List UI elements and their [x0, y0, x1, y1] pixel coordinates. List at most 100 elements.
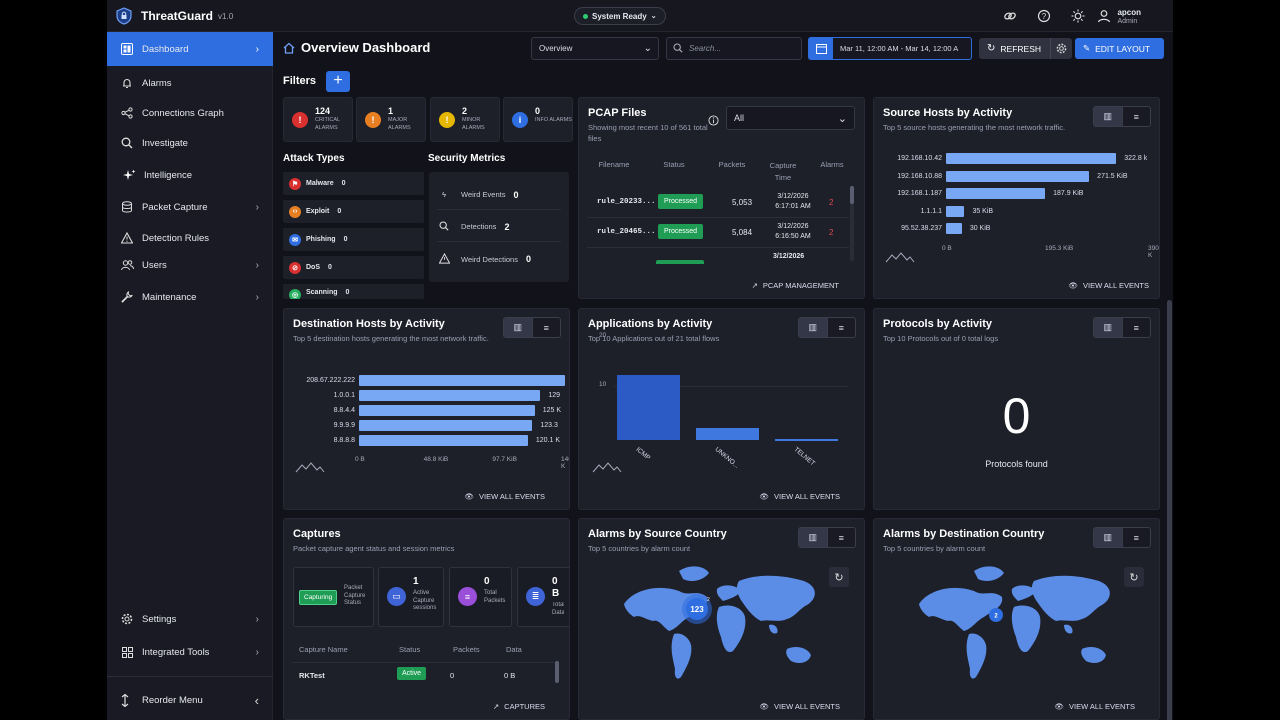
- sidebar-item-detection-rules[interactable]: Detection Rules: [107, 221, 273, 255]
- sidebar-item-investigate[interactable]: Investigate: [107, 126, 273, 160]
- total-data-box: ≣ 0 B Total Data: [517, 567, 569, 627]
- refresh-button[interactable]: ↻ REFRESH: [979, 38, 1072, 59]
- chart-table-toggle[interactable]: ▥ ≡: [1093, 527, 1151, 548]
- table-row[interactable]: 3/12/2026: [587, 248, 849, 264]
- alarms-destination-country-card: Alarms by Destination Country Top 5 coun…: [873, 518, 1160, 720]
- view-all-events-link[interactable]: 👁 VIEW ALL EVENTS: [759, 492, 840, 501]
- table-list-icon[interactable]: ≡: [1133, 111, 1139, 122]
- chart-table-toggle[interactable]: ▥ ≡: [503, 317, 561, 338]
- attack-type-dos[interactable]: ⊘ DoS 0: [283, 256, 424, 279]
- info-alarms-card[interactable]: i 0 INFO ALARMS: [503, 97, 573, 142]
- reorder-menu-button[interactable]: Reorder Menu ‹: [107, 683, 273, 717]
- map-refresh-icon[interactable]: ↻: [829, 567, 849, 587]
- pcap-management-link[interactable]: ↗ PCAP MANAGEMENT: [752, 281, 839, 290]
- help-icon[interactable]: ?: [1027, 9, 1061, 23]
- pcap-filename[interactable]: rule_20465...: [597, 228, 656, 236]
- metric-value: 0: [525, 254, 531, 264]
- sidebar-item-dashboard[interactable]: Dashboard ›: [107, 32, 273, 66]
- minor-alarms-card[interactable]: ! 2 MINOR ALARMS: [430, 97, 500, 142]
- sidebar-item-maintenance[interactable]: Maintenance ›: [107, 280, 273, 314]
- bar-chart-icon[interactable]: ▥: [1094, 318, 1123, 337]
- bar: [359, 390, 541, 401]
- table-list-icon[interactable]: ≡: [838, 532, 844, 543]
- sidebar-item-integrated-tools[interactable]: Integrated Tools ›: [107, 635, 273, 669]
- table-list-icon[interactable]: ≡: [1133, 322, 1139, 333]
- capture-name[interactable]: RKTest: [299, 671, 325, 680]
- table-scrollbar[interactable]: [555, 661, 559, 683]
- view-all-events-link[interactable]: 👁 VIEW ALL EVENTS: [1054, 702, 1135, 711]
- capture-metric-label: Total Data: [552, 602, 564, 616]
- attack-type-scanning[interactable]: ◎ Scanning 0: [283, 284, 424, 299]
- bar-chart-icon[interactable]: ▥: [799, 318, 828, 337]
- link-icon[interactable]: [993, 9, 1027, 23]
- metric-detections[interactable]: Detections 2: [437, 212, 561, 242]
- alarm-cluster-marker[interactable]: [989, 608, 1003, 622]
- sidebar-item-alarms[interactable]: Alarms: [107, 66, 273, 100]
- add-filter-button[interactable]: +: [326, 71, 350, 92]
- captures-link[interactable]: ↗ CAPTURES: [493, 702, 545, 711]
- table-scrollbar[interactable]: [850, 186, 854, 261]
- page-scrollbar[interactable]: [1166, 68, 1173, 720]
- table-list-icon[interactable]: ≡: [543, 322, 549, 333]
- sidebar-item-settings[interactable]: Settings ›: [107, 602, 273, 636]
- pcap-filename[interactable]: rule_20233...: [597, 198, 656, 206]
- sidebar-item-intelligence[interactable]: Intelligence: [107, 158, 273, 192]
- attack-type-malware[interactable]: ⚑ Malware 0: [283, 172, 424, 195]
- view-all-events-link[interactable]: 👁 VIEW ALL EVENTS: [1068, 281, 1149, 290]
- pcap-filter-select[interactable]: All ⌄: [726, 106, 855, 130]
- page-scrollbar-thumb[interactable]: [1167, 300, 1172, 720]
- protocols-caption: Protocols found: [985, 459, 1048, 469]
- sidebar-item-label: Packet Capture: [142, 201, 208, 213]
- table-row[interactable]: RKTest Active 0 0 B: [292, 662, 556, 684]
- sidebar-item-label: Maintenance: [142, 291, 197, 303]
- sidebar-item-label: Users: [142, 259, 167, 271]
- capture-metric-value: 0: [484, 576, 490, 587]
- attack-type-phishing[interactable]: ✉ Phishing 0: [283, 228, 424, 251]
- alarm-label: MINOR ALARMS: [462, 117, 485, 131]
- chart-table-toggle[interactable]: ▥ ≡: [1093, 317, 1151, 338]
- bar-chart-icon[interactable]: ▥: [504, 318, 533, 337]
- sidebar-item-connections-graph[interactable]: Connections Graph: [107, 96, 273, 130]
- map-refresh-icon[interactable]: ↻: [1124, 567, 1144, 587]
- bar-chart-icon[interactable]: ▥: [799, 528, 828, 547]
- alarm-cluster-marker[interactable]: [686, 598, 708, 620]
- edit-layout-button[interactable]: ✎ EDIT LAYOUT: [1075, 38, 1164, 59]
- info-icon[interactable]: [708, 113, 719, 131]
- metric-weird-events[interactable]: ϟ Weird Events 0: [437, 180, 561, 210]
- collapse-chevron-left-icon[interactable]: ‹: [254, 692, 259, 708]
- view-all-events-link[interactable]: 👁 VIEW ALL EVENTS: [464, 492, 545, 501]
- sidebar-item-users[interactable]: Users ›: [107, 248, 273, 282]
- system-status-pill[interactable]: System Ready ⌄: [574, 7, 666, 25]
- attack-type-exploit[interactable]: ‹› Exploit 0: [283, 200, 424, 223]
- sidebar-item-packet-capture[interactable]: Packet Capture ›: [107, 190, 273, 224]
- table-row[interactable]: rule_20465... Processed 5,084 3/12/2026 …: [587, 218, 849, 248]
- table-list-icon[interactable]: ≡: [1133, 532, 1139, 543]
- chart-table-toggle[interactable]: ▥ ≡: [798, 317, 856, 338]
- search-input[interactable]: Search...: [689, 44, 722, 53]
- view-all-events-link[interactable]: 👁 VIEW ALL EVENTS: [759, 702, 840, 711]
- view-select[interactable]: Overview ⌄: [531, 37, 659, 60]
- table-list-icon[interactable]: ≡: [838, 322, 844, 333]
- bar-chart-icon[interactable]: ▥: [1094, 528, 1123, 547]
- mountain-chart-icon: [885, 252, 915, 263]
- sidebar-item-label: Detection Rules: [142, 232, 210, 244]
- date-range-picker[interactable]: Mar 11, 12:00 AM - Mar 14, 12:00 A: [808, 37, 972, 60]
- user-menu[interactable]: apcon Admin: [1097, 8, 1141, 25]
- arrow-link-icon: ↗: [751, 281, 758, 290]
- theme-sun-icon[interactable]: [1061, 9, 1095, 23]
- column-header: Capture Time: [769, 161, 797, 182]
- critical-alarms-card[interactable]: ! 124 CRITICAL ALARMS: [283, 97, 353, 142]
- world-map[interactable]: 123 2: [619, 559, 824, 694]
- scanning-icon: ◎: [289, 289, 301, 299]
- chart-table-toggle[interactable]: ▥ ≡: [1093, 106, 1151, 127]
- refresh-settings-gear-icon[interactable]: [1050, 38, 1072, 59]
- major-alarms-card[interactable]: ! 1 MAJOR ALARMS: [356, 97, 426, 142]
- world-map[interactable]: 2: [914, 559, 1119, 694]
- table-row[interactable]: rule_20233... Processed 5,053 3/12/2026 …: [587, 188, 849, 218]
- chart-table-toggle[interactable]: ▥ ≡: [798, 527, 856, 548]
- search-field[interactable]: Search...: [666, 37, 802, 60]
- metric-weird-detections[interactable]: Weird Detections 0: [437, 244, 561, 274]
- bar-chart-icon[interactable]: ▥: [1094, 107, 1123, 126]
- app-logo[interactable]: ThreatGuard v1.0: [115, 7, 233, 25]
- app-name: ThreatGuard: [141, 9, 214, 23]
